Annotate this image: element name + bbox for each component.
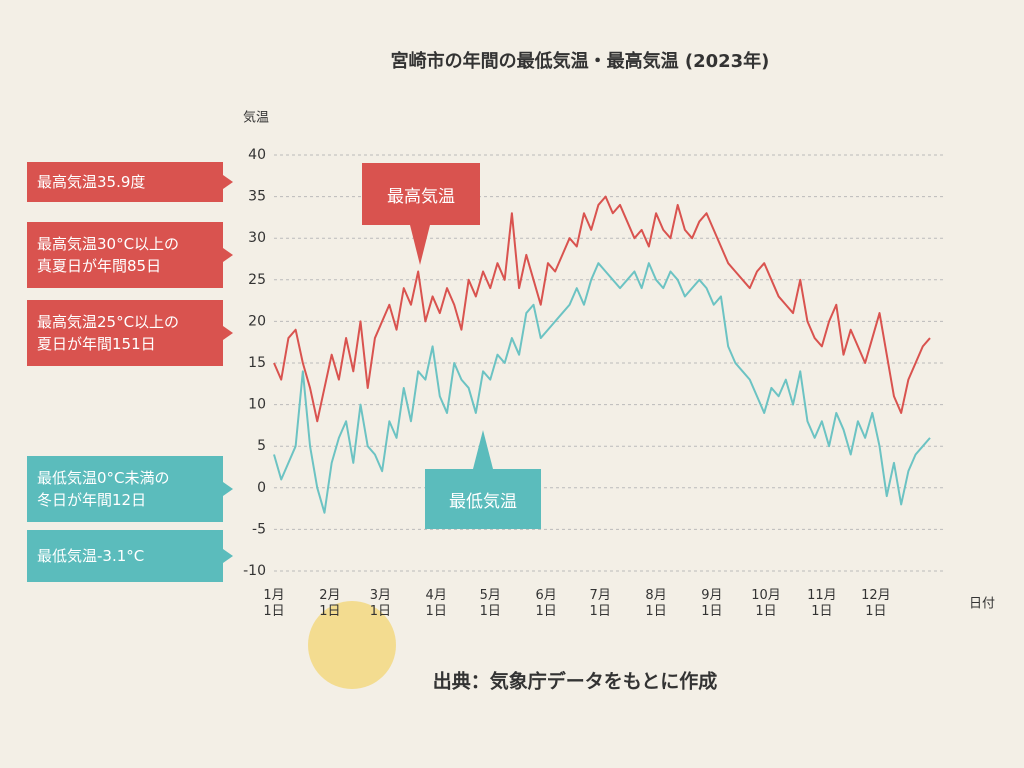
x-tick-label: 10月 1日 — [751, 588, 781, 619]
y-axis-label: 気温 — [243, 110, 269, 126]
y-tick-label: 15 — [248, 355, 266, 371]
x-tick-label: 3月 1日 — [369, 588, 391, 619]
y-tick-label: 40 — [248, 147, 266, 163]
y-tick-label: 35 — [248, 189, 266, 205]
x-tick-label: 2月 1日 — [319, 588, 341, 619]
y-tick-label: -5 — [252, 521, 266, 537]
x-tick-label: 6月 1日 — [535, 588, 557, 619]
y-tick-label: 10 — [248, 397, 266, 413]
y-tick-label: 25 — [248, 272, 266, 288]
annotation: 最低気温0°C未満の 冬日が年間12日 — [27, 456, 233, 522]
x-tick-label: 8月 1日 — [645, 588, 667, 619]
y-tick-label: 0 — [257, 480, 266, 496]
decoration — [308, 601, 396, 689]
x-tick-label: 5月 1日 — [479, 588, 501, 619]
y-tick-label: 5 — [257, 438, 266, 454]
callout-pointer — [473, 430, 493, 469]
annotation: 最低気温-3.1°C — [27, 530, 233, 582]
series-line — [273, 195, 931, 423]
callout-pointer — [410, 225, 430, 265]
annotation: 最高気温30°C以上の 真夏日が年間85日 — [27, 222, 233, 288]
callout-max: 最高気温 — [362, 163, 480, 225]
x-tick-label: 7月 1日 — [589, 588, 611, 619]
y-tick-label: -10 — [243, 563, 266, 579]
y-tick-label: 20 — [248, 313, 266, 329]
chart-title: 宮崎市の年間の最低気温・最高気温 (2023年) — [391, 50, 770, 72]
x-tick-label: 1月 1日 — [263, 588, 285, 619]
x-axis-label: 日付 — [969, 597, 995, 612]
y-tick-label: 30 — [248, 230, 266, 246]
series-line — [273, 262, 931, 514]
source: 出典：気象庁データをもとに作成 — [433, 670, 718, 693]
annotation: 最高気温25°C以上の 夏日が年間151日 — [27, 300, 233, 366]
annotation: 最高気温35.9度 — [27, 162, 233, 202]
x-tick-label: 12月 1日 — [861, 588, 891, 619]
callout-min: 最低気温 — [425, 469, 541, 529]
x-tick-label: 9月 1日 — [701, 588, 723, 619]
x-tick-label: 11月 1日 — [807, 588, 837, 619]
x-tick-label: 4月 1日 — [425, 588, 447, 619]
